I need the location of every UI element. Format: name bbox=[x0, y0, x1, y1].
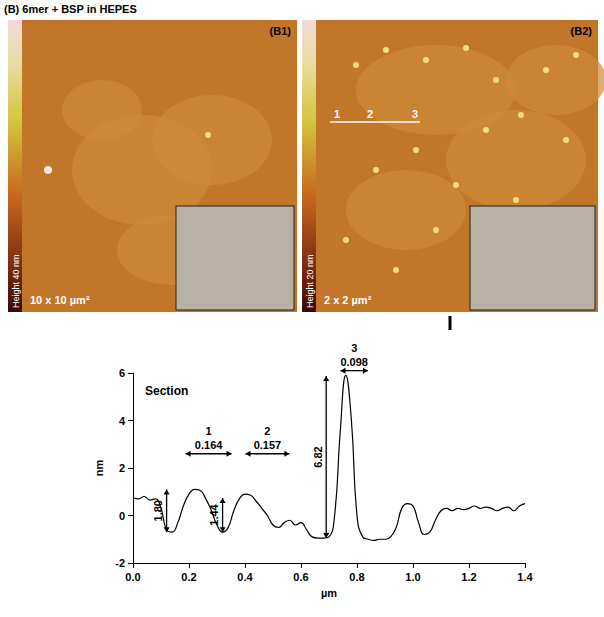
svg-text:1.2: 1.2 bbox=[461, 571, 476, 583]
svg-text:6: 6 bbox=[119, 367, 125, 379]
svg-text:0.157: 0.157 bbox=[254, 439, 282, 451]
svg-text:1.80: 1.80 bbox=[152, 500, 165, 522]
svg-text:1: 1 bbox=[206, 425, 212, 437]
svg-text:0.8: 0.8 bbox=[349, 571, 364, 583]
svg-text:0: 0 bbox=[119, 510, 125, 522]
svg-text:1.44: 1.44 bbox=[208, 504, 221, 526]
svg-text:Height 20 nm: Height 20 nm bbox=[305, 254, 315, 308]
svg-text:3: 3 bbox=[351, 342, 357, 354]
svg-text:-2: -2 bbox=[115, 557, 125, 569]
svg-text:2: 2 bbox=[119, 462, 125, 474]
svg-text:nm: nm bbox=[93, 460, 105, 477]
svg-text:4: 4 bbox=[119, 415, 126, 427]
svg-text:Height 40 nm: Height 40 nm bbox=[11, 254, 21, 308]
svg-text:0.0: 0.0 bbox=[125, 571, 140, 583]
svg-text:10 x 10 µm²: 10 x 10 µm² bbox=[30, 294, 90, 306]
svg-text:µm: µm bbox=[321, 587, 337, 599]
svg-text:3: 3 bbox=[412, 108, 418, 120]
svg-text:0.098: 0.098 bbox=[340, 356, 368, 368]
svg-text:1: 1 bbox=[334, 108, 340, 120]
svg-text:0.6: 0.6 bbox=[293, 571, 308, 583]
svg-text:2: 2 bbox=[264, 425, 270, 437]
svg-text:2: 2 bbox=[367, 108, 373, 120]
svg-text:(B1): (B1) bbox=[270, 25, 292, 37]
svg-text:Section: Section bbox=[145, 384, 188, 398]
svg-text:0.2: 0.2 bbox=[181, 571, 196, 583]
svg-text:(B) 6mer + BSP in HEPES: (B) 6mer + BSP in HEPES bbox=[4, 3, 137, 15]
svg-text:(B2): (B2) bbox=[571, 25, 593, 37]
svg-text:6.82: 6.82 bbox=[312, 446, 324, 467]
svg-text:0.164: 0.164 bbox=[195, 439, 223, 451]
svg-text:1.0: 1.0 bbox=[405, 571, 420, 583]
svg-text:1.4: 1.4 bbox=[517, 571, 533, 583]
svg-text:0.4: 0.4 bbox=[237, 571, 253, 583]
svg-text:2 x 2 µm²: 2 x 2 µm² bbox=[324, 294, 372, 306]
